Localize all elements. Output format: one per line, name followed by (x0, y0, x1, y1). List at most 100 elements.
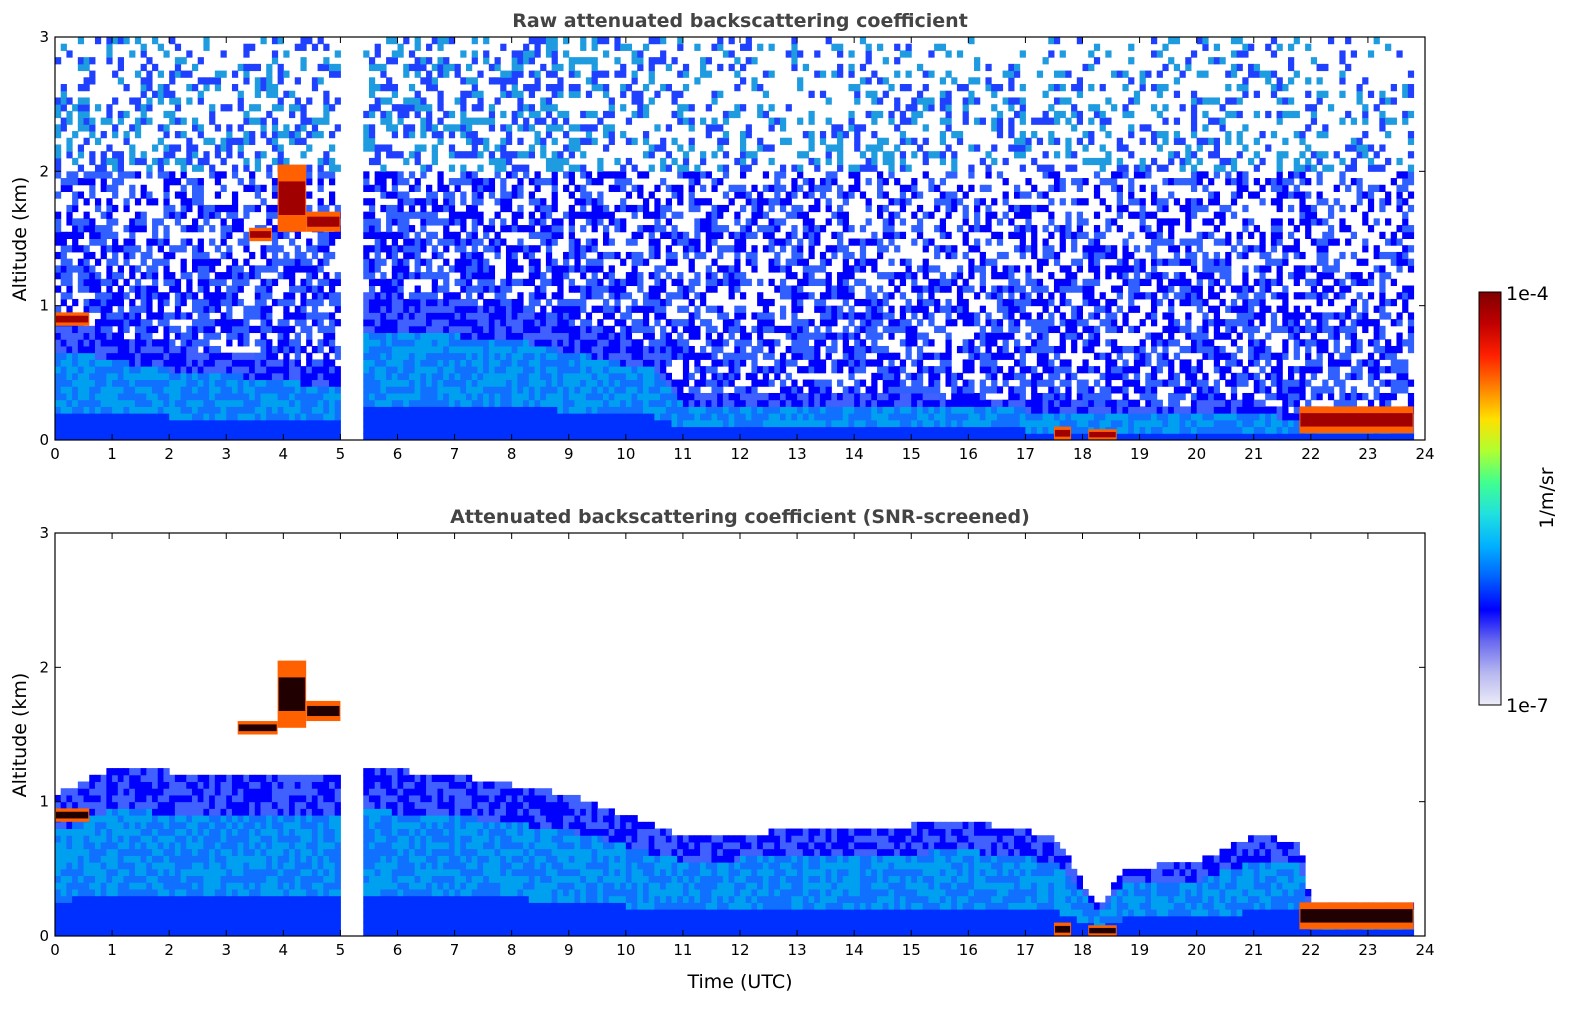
heatmap-cell (306, 325, 313, 334)
heatmap-cell (403, 265, 410, 273)
heatmap-cell (802, 339, 809, 347)
heatmap-cell (648, 366, 655, 374)
heatmap-cell (488, 312, 496, 320)
heatmap-cell (568, 57, 575, 65)
heatmap-cell (585, 406, 593, 414)
heatmap-cell (146, 171, 153, 179)
heatmap-cell (123, 359, 130, 367)
heatmap-cell (266, 419, 273, 428)
heatmap-cell (174, 285, 182, 293)
heatmap-cell (237, 124, 244, 132)
heatmap-cell (294, 332, 301, 340)
heatmap-cell (608, 359, 615, 367)
heatmap-cell (808, 345, 815, 354)
heatmap-cell (677, 104, 684, 112)
heatmap-cell (477, 413, 484, 421)
heatmap-cell (534, 171, 541, 179)
heatmap-cell (534, 184, 541, 192)
heatmap-cell (420, 379, 427, 387)
heatmap-cell (363, 352, 370, 360)
heatmap-cell (660, 204, 667, 213)
heatmap-cell (66, 285, 73, 293)
heatmap-cell (414, 97, 421, 105)
heatmap-cell (186, 366, 193, 374)
heatmap-cell (214, 245, 222, 253)
heatmap-cell (220, 278, 227, 287)
heatmap-cell (112, 372, 119, 381)
heatmap-cell (825, 325, 832, 334)
heatmap-cell (774, 325, 781, 334)
heatmap-cell (386, 413, 393, 421)
heatmap-cell (682, 419, 690, 428)
heatmap-cell (146, 399, 153, 407)
heatmap-cell (603, 238, 610, 246)
heatmap-cell (568, 278, 575, 287)
heatmap-cell (89, 251, 96, 260)
heatmap-cell (545, 204, 553, 213)
heatmap-cell (203, 157, 210, 166)
heatmap-cell (620, 406, 627, 414)
heatmap-cell (603, 433, 610, 441)
heatmap-cell (174, 70, 182, 78)
heatmap-cell (60, 245, 67, 253)
heatmap-cell (545, 319, 553, 327)
heatmap-cell (511, 319, 518, 327)
heatmap-cell (745, 124, 752, 132)
heatmap-cell (591, 137, 598, 145)
heatmap-cell (517, 278, 524, 287)
heatmap-cell (717, 204, 724, 213)
heatmap-cell (89, 392, 96, 401)
heatmap-cell (55, 265, 62, 273)
heatmap-cell (180, 258, 187, 266)
heatmap-cell (300, 124, 307, 132)
heatmap-cell (694, 77, 701, 85)
heatmap-cell (637, 406, 644, 414)
heatmap-cell (505, 251, 513, 260)
heatmap-cell (740, 312, 747, 320)
heatmap-cell (460, 97, 467, 105)
heatmap-cell (545, 225, 553, 233)
heatmap-cell (391, 325, 398, 334)
heatmap-cell (505, 352, 513, 360)
heatmap-cell (614, 379, 621, 387)
heatmap-cell (249, 406, 256, 414)
heatmap-cell (591, 57, 598, 65)
heatmap-cell (231, 413, 239, 421)
heatmap-cell (180, 184, 187, 192)
heatmap-cell (471, 312, 478, 320)
heatmap-cell (471, 131, 478, 139)
heatmap-cell (842, 278, 849, 287)
heatmap-cell (642, 258, 650, 266)
heatmap-cell (152, 218, 159, 226)
heatmap-cell (197, 97, 204, 105)
heatmap-cell (745, 278, 752, 287)
heatmap-cell (169, 37, 176, 45)
heatmap-cell (152, 379, 159, 387)
heatmap-cell (117, 359, 124, 367)
heatmap-cell (209, 77, 216, 85)
heatmap-cell (397, 110, 404, 119)
heatmap-cell (785, 325, 792, 334)
heatmap-cell (311, 366, 319, 374)
heatmap-cell (374, 157, 381, 166)
heatmap-cell (580, 225, 587, 233)
heatmap-cell (146, 359, 153, 367)
heatmap-cell (568, 399, 575, 407)
heatmap-cell (779, 137, 787, 145)
heatmap-cell (528, 292, 535, 300)
heatmap-cell (717, 37, 724, 45)
heatmap-cell (608, 339, 615, 347)
heatmap-cell (471, 386, 478, 394)
heatmap-cell (209, 345, 216, 354)
heatmap-cell (89, 151, 96, 159)
heatmap-cell (654, 278, 661, 287)
heatmap-cell (711, 204, 718, 213)
heatmap-cell (420, 345, 427, 354)
heatmap-cell (403, 110, 410, 119)
heatmap-cell (466, 204, 473, 213)
heatmap-cell (180, 312, 187, 320)
heatmap-cell (60, 117, 67, 125)
heatmap-cell (774, 433, 781, 441)
heatmap-cell (243, 43, 250, 51)
heatmap-cell (454, 325, 461, 334)
